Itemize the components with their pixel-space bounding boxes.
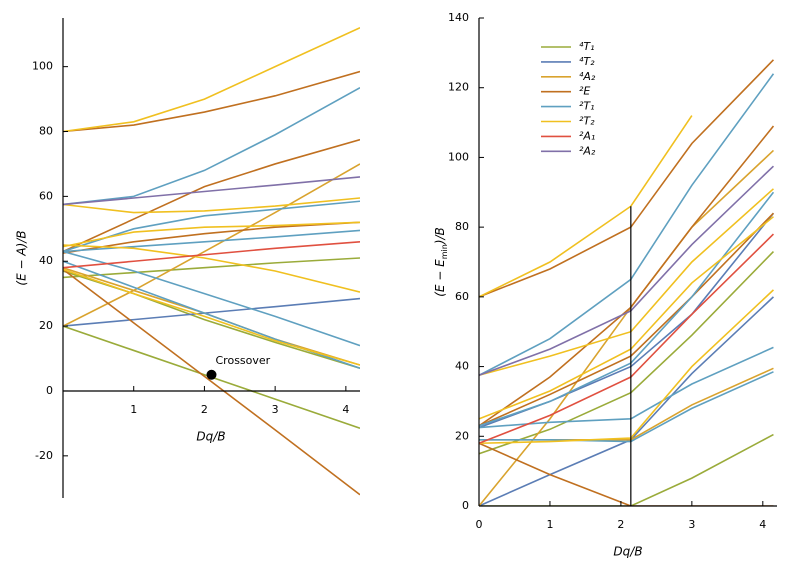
series-line <box>63 87 360 206</box>
y-tick-label: -20 <box>35 449 53 462</box>
y-tick-label: 0 <box>46 384 53 397</box>
x-tick-label: 0 <box>476 518 483 531</box>
series-line <box>63 325 360 430</box>
series-line <box>63 244 360 293</box>
x-tick-label: 1 <box>546 518 553 531</box>
series-line <box>479 165 775 377</box>
x-tick-label: 1 <box>130 403 137 416</box>
x-axis-label: Dq/B <box>196 430 225 444</box>
y-tick-label: 60 <box>455 290 469 303</box>
x-tick-label: 3 <box>688 518 695 531</box>
y-axis-label: (E − Emin)/B <box>433 227 450 297</box>
series-line <box>63 163 360 327</box>
legend-label: ⁴T₁ <box>579 40 595 53</box>
annotation-point <box>206 369 217 380</box>
series-line <box>63 268 360 496</box>
y-axis-label-part: (E − E <box>433 259 447 297</box>
y-tick-label: 100 <box>32 60 53 73</box>
legend-label: ²A₁ <box>579 129 595 142</box>
series-line <box>63 229 360 253</box>
series-line <box>63 27 360 133</box>
legend-label: ²T₁ <box>579 100 595 113</box>
series-line <box>479 115 693 298</box>
x-tick-label: 2 <box>617 518 624 531</box>
series-line <box>63 70 360 133</box>
y-tick-label: 80 <box>39 125 53 138</box>
y-tick-label: 80 <box>455 220 469 233</box>
y-tick-label: 140 <box>448 11 469 24</box>
legend-label: ²E <box>579 85 590 98</box>
plot <box>63 27 360 496</box>
series-line <box>63 240 360 269</box>
x-axis-label: Dq/B <box>613 545 642 559</box>
series-line <box>63 257 360 279</box>
series-line <box>63 221 360 254</box>
x-tick-label: 3 <box>272 403 279 416</box>
series-line <box>479 149 774 506</box>
y-tick-label: 100 <box>448 150 469 163</box>
y-tick-label: 40 <box>39 254 53 267</box>
series-line <box>63 197 360 214</box>
y-tick-label: 120 <box>448 81 469 94</box>
annotation-text: Crossover <box>216 354 271 367</box>
series-line <box>63 176 360 206</box>
series-line <box>63 138 360 253</box>
plot <box>479 59 775 506</box>
y-tick-label: 20 <box>455 429 469 442</box>
y-axis-label-part: )/B <box>433 227 447 245</box>
y-tick-label: 40 <box>455 360 469 373</box>
series-line <box>63 221 360 248</box>
y-axis-label-part: min <box>440 244 449 259</box>
series-line <box>479 59 775 298</box>
y-tick-label: 60 <box>39 189 53 202</box>
x-tick-label: 2 <box>201 403 208 416</box>
series-line <box>479 433 774 506</box>
y-tick-label: 20 <box>39 319 53 332</box>
series-line <box>63 268 360 366</box>
series-line <box>63 250 360 347</box>
x-tick-label: 4 <box>759 518 766 531</box>
series-line <box>479 73 775 376</box>
legend-label: ²T₂ <box>579 115 595 128</box>
x-tick-label: 4 <box>342 403 349 416</box>
legend-label: ⁴T₂ <box>579 55 595 68</box>
legend-label: ⁴A₂ <box>579 70 596 83</box>
y-tick-label: 0 <box>462 499 469 512</box>
legend-label: ²A₂ <box>579 144 596 157</box>
y-axis-label: (E − A)/B <box>15 230 29 285</box>
series-line <box>479 442 774 506</box>
